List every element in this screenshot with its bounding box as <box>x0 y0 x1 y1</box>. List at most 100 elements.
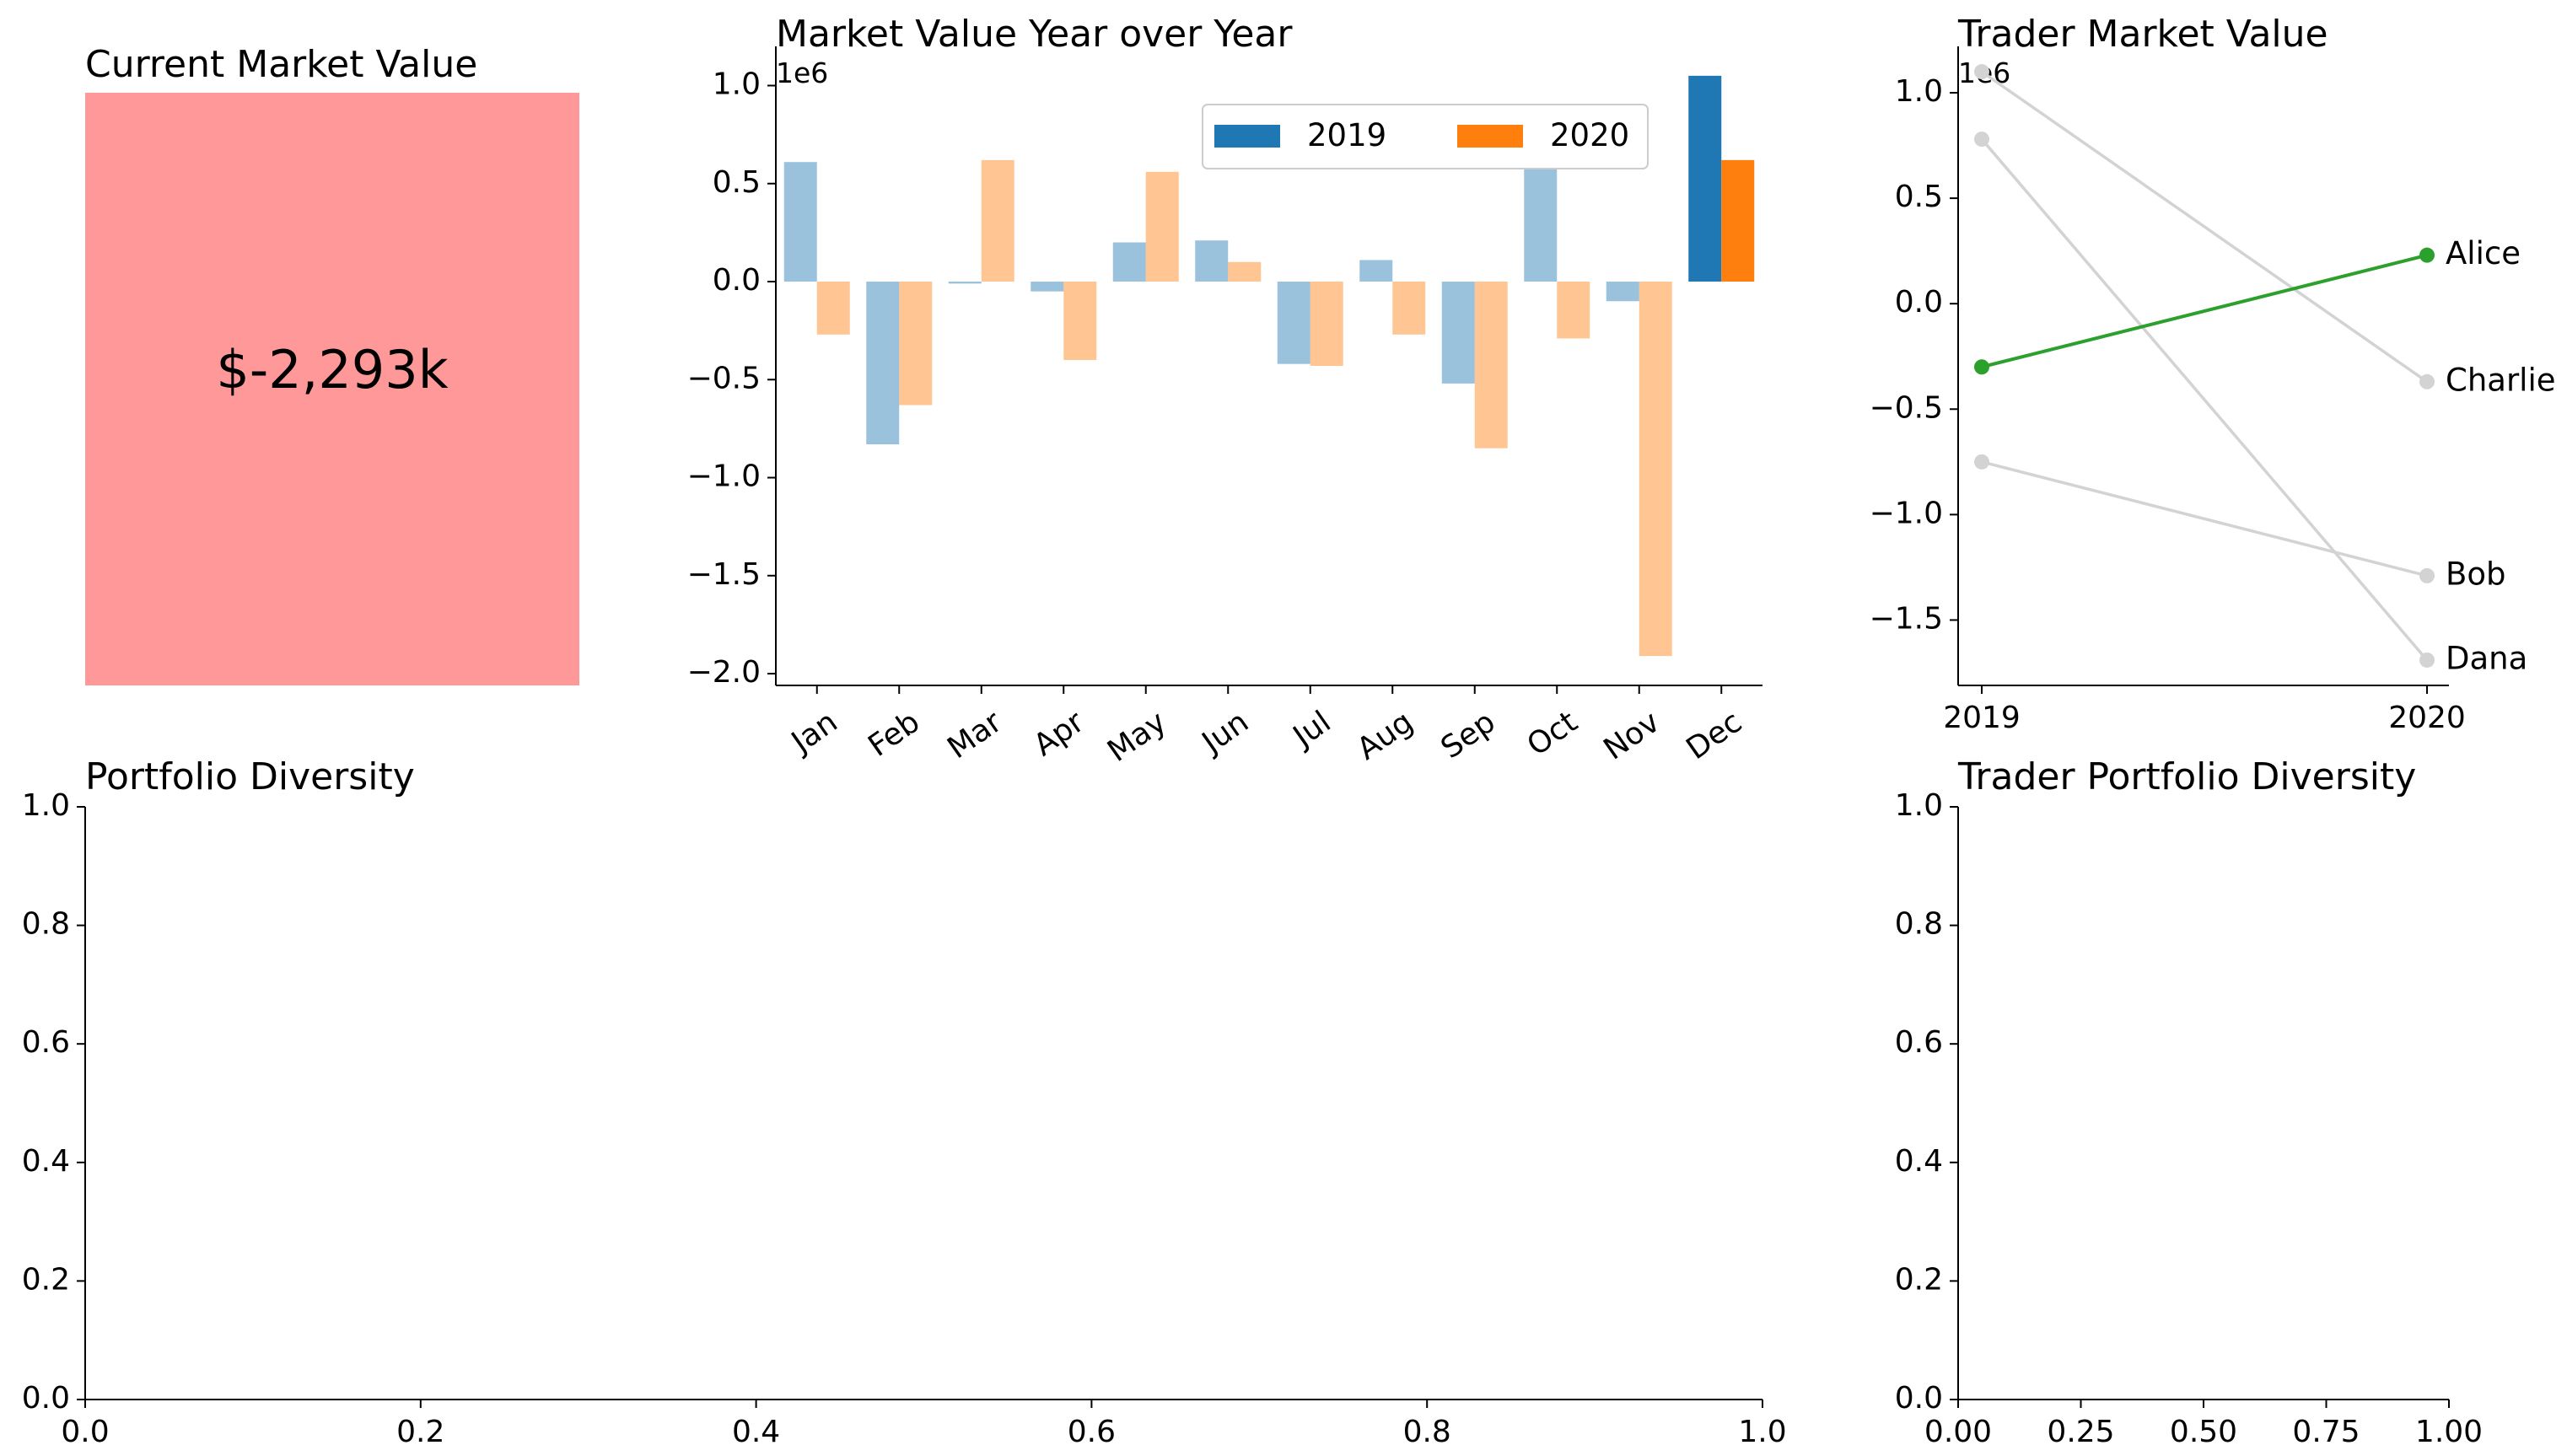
legend-swatch-2019 <box>1214 125 1280 148</box>
y-tick-label: 0.2 <box>1895 1262 1943 1297</box>
label-dana: Dana <box>2446 640 2527 676</box>
point-alice-2019 <box>1974 359 1989 375</box>
kpi-value: $-2,293k <box>216 339 448 400</box>
y-tick-label: 0.0 <box>1895 1381 1943 1416</box>
y-tick-label: −1.0 <box>1870 496 1943 530</box>
bar-2020-sep <box>1474 282 1508 449</box>
yoy-chart-title: Market Value Year over Year <box>776 13 1293 56</box>
x-tick-label-2019: 2019 <box>1943 701 2021 735</box>
y-tick-label: −1.0 <box>687 459 761 494</box>
x-tick-label-jun: Jun <box>1195 705 1255 761</box>
y-tick-label: 0.8 <box>22 907 70 942</box>
x-tick-label-dec: Dec <box>1681 705 1749 767</box>
x-tick-label: 0.00 <box>1924 1415 1992 1449</box>
x-tick-label-sep: Sep <box>1434 705 1501 766</box>
y-tick-label: 0.0 <box>1895 285 1943 320</box>
bar-2020-may <box>1145 171 1179 282</box>
y-tick-label: 1.0 <box>22 788 70 823</box>
label-alice: Alice <box>2446 235 2521 271</box>
x-tick-label: 0.0 <box>61 1415 109 1449</box>
y-tick-label: 1.0 <box>713 67 761 102</box>
y-tick-label: 0.6 <box>1895 1025 1943 1060</box>
y-tick-label: 0.0 <box>22 1381 70 1416</box>
x-tick-label: 0.50 <box>2170 1415 2237 1449</box>
y-tick-label: −0.5 <box>1870 390 1943 425</box>
label-charlie: Charlie <box>2446 362 2556 398</box>
x-tick-label-aug: Aug <box>1351 705 1419 767</box>
x-tick-label-feb: Feb <box>862 705 926 764</box>
kpi-title: Current Market Value <box>85 43 477 86</box>
x-tick-label-apr: Apr <box>1028 705 1091 763</box>
y-tick-label: 0.6 <box>22 1025 70 1060</box>
x-tick-label-2020: 2020 <box>2388 701 2466 735</box>
kpi-box <box>85 93 579 685</box>
line-charlie <box>1980 70 2429 384</box>
bar-2020-mar <box>981 159 1014 282</box>
yoy-bar-chart: Market Value Year over Year 1e6 Jan Feb Ma… <box>687 13 1762 769</box>
bar-2019-jul <box>1277 282 1310 364</box>
bar-2020-dec <box>1721 159 1755 282</box>
point-alice-2020 <box>2419 247 2435 263</box>
y-tick-label: 1.0 <box>1895 788 1943 823</box>
trader-portfolio-diversity-chart: Trader Portfolio Diversity 0.0 0.2 0.4 0.6 0… <box>1895 755 2483 1449</box>
yoy-legend: 2019 2020 <box>1202 104 1649 169</box>
point-dana-2019 <box>1974 132 1989 148</box>
bar-2020-feb <box>899 282 933 406</box>
legend-label-2019: 2019 <box>1307 117 1386 153</box>
y-tick-label: 0.5 <box>1895 180 1943 214</box>
point-bob-2020 <box>2419 567 2435 583</box>
bar-2019-jun <box>1195 240 1229 282</box>
label-bob: Bob <box>2446 556 2506 592</box>
x-tick-label: 1.0 <box>1738 1415 1786 1449</box>
x-tick-label: 0.8 <box>1403 1415 1451 1449</box>
portfolio-diversity-title: Portfolio Diversity <box>85 755 415 798</box>
bar-2019-nov <box>1606 282 1639 302</box>
point-charlie-2019 <box>1974 64 1989 80</box>
trader-line-chart: Trader Market Value 1e6 1.00.50.0−0.5−1.… <box>1870 13 2556 735</box>
bar-2019-jan <box>783 162 817 282</box>
point-bob-2019 <box>1974 454 1989 470</box>
x-tick-label: 0.25 <box>2047 1415 2114 1449</box>
bar-2019-feb <box>866 282 900 445</box>
line-alice <box>1981 253 2428 369</box>
bar-2020-jul <box>1310 282 1343 366</box>
x-tick-label: 0.2 <box>396 1415 444 1449</box>
bar-2019-mar <box>948 282 982 284</box>
y-tick-label: 0.0 <box>713 263 761 298</box>
bar-2019-apr <box>1031 282 1064 292</box>
point-charlie-2020 <box>2419 373 2435 390</box>
bar-2020-jan <box>816 282 850 335</box>
line-dana <box>1980 137 2429 662</box>
bar-2019-aug <box>1359 260 1393 282</box>
y-tick-label: −0.5 <box>687 361 761 395</box>
bar-2020-jun <box>1228 261 1262 282</box>
y-tick-label: 0.2 <box>22 1262 70 1297</box>
x-tick-label-oct: Oct <box>1521 705 1585 763</box>
bar-2020-nov <box>1639 282 1672 657</box>
portfolio-diversity-chart: Portfolio Diversity 0.0 0.2 0.4 0.6 0.8 1.0 0.… <box>22 755 1787 1449</box>
y-tick-label: −1.5 <box>687 557 761 592</box>
x-tick-label-may: May <box>1101 705 1172 769</box>
y-tick-label: 0.5 <box>713 165 761 200</box>
y-tick-label: 1.0 <box>1895 74 1943 109</box>
bar-2020-oct <box>1557 282 1590 339</box>
legend-label-2020: 2020 <box>1550 117 1629 153</box>
trader-chart-title: Trader Market Value <box>1957 13 2328 56</box>
y-tick-label: 0.4 <box>1895 1144 1943 1179</box>
x-tick-label: 0.75 <box>2292 1415 2360 1449</box>
bar-2019-dec <box>1688 75 1722 282</box>
bar-2020-aug <box>1392 282 1426 335</box>
kpi-panel: Current Market Value $-2,293k <box>85 43 579 685</box>
y-tick-label: −2.0 <box>687 655 761 690</box>
x-tick-label-mar: Mar <box>941 705 1008 766</box>
x-tick-label: 1.00 <box>2415 1415 2483 1449</box>
bar-2020-apr <box>1063 282 1097 361</box>
x-tick-label-jan: Jan <box>784 705 844 761</box>
x-tick-label: 0.4 <box>732 1415 780 1449</box>
trader-portfolio-diversity-title: Trader Portfolio Diversity <box>1957 755 2416 798</box>
legend-frame <box>1202 104 1649 169</box>
yoy-scale-label: 1e6 <box>776 56 828 89</box>
legend-swatch-2020 <box>1457 125 1523 148</box>
y-tick-label: 0.8 <box>1895 907 1943 942</box>
